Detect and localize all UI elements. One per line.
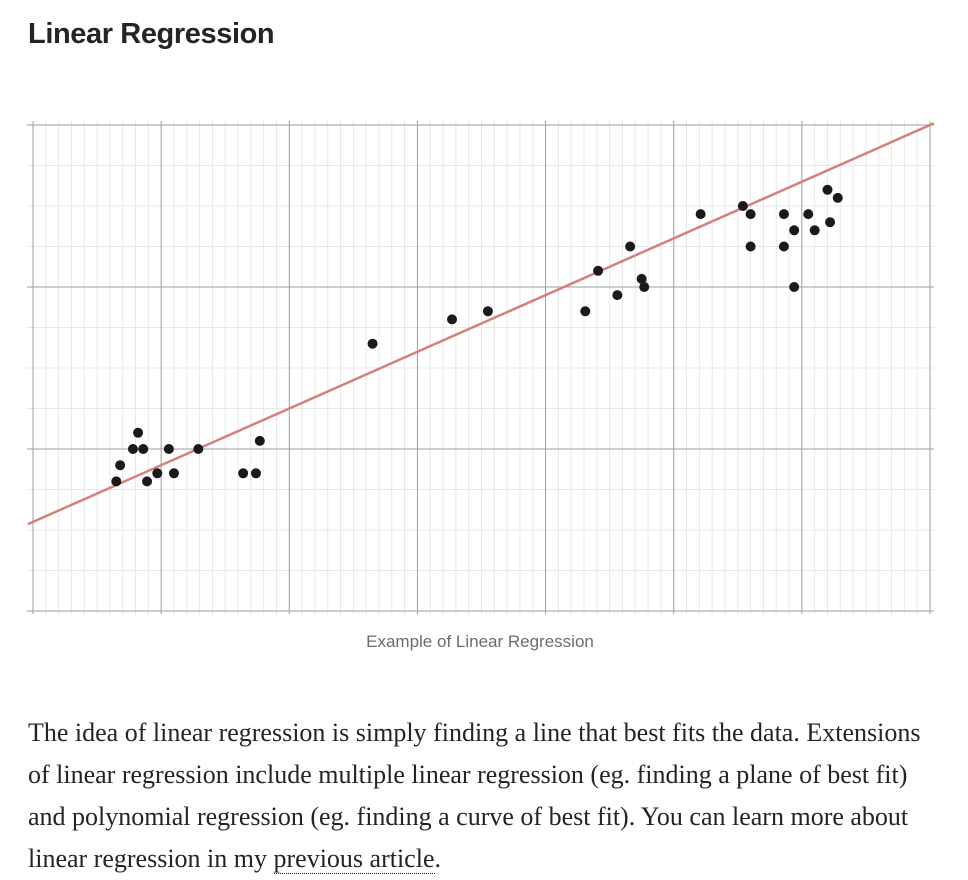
data-point — [778, 241, 789, 252]
data-point — [193, 444, 204, 454]
data-point — [115, 460, 126, 471]
data-points — [111, 184, 843, 487]
body-paragraph: The idea of linear regression is simply … — [28, 712, 948, 880]
figure-caption: Example of Linear Regression — [366, 632, 594, 651]
paragraph-end: . — [434, 844, 442, 873]
chart-grid — [27, 121, 934, 614]
data-point — [612, 290, 623, 301]
data-point — [778, 209, 789, 220]
data-point — [238, 468, 249, 479]
data-point — [809, 225, 820, 236]
data-point — [138, 444, 149, 454]
data-point — [789, 282, 800, 292]
data-point — [825, 217, 836, 228]
data-point — [745, 209, 756, 220]
data-point — [832, 192, 843, 203]
data-point — [152, 468, 163, 479]
data-point — [254, 435, 265, 446]
data-point — [367, 338, 378, 349]
data-point — [822, 184, 833, 195]
previous-article-link[interactable]: previous article — [273, 844, 435, 874]
linear-regression-figure — [0, 118, 968, 618]
data-point — [482, 306, 493, 317]
data-point — [127, 444, 138, 454]
data-point — [803, 209, 814, 220]
article-heading: Linear Regression — [28, 18, 275, 50]
data-point — [737, 201, 748, 211]
data-point — [695, 209, 706, 220]
data-point — [142, 476, 153, 487]
regression-line — [27, 122, 935, 526]
data-point — [745, 241, 756, 252]
data-point — [111, 476, 122, 487]
data-point — [447, 314, 458, 325]
data-point — [168, 468, 179, 479]
data-point — [593, 265, 604, 276]
scatter-chart — [27, 121, 935, 614]
data-point — [163, 444, 174, 454]
data-point — [133, 427, 144, 438]
data-point — [636, 273, 647, 284]
data-point — [639, 282, 650, 292]
paragraph-text: The idea of linear regression is simply … — [28, 718, 921, 873]
data-point — [789, 225, 800, 236]
data-point — [250, 468, 261, 479]
data-point — [625, 241, 636, 252]
data-point — [580, 306, 591, 317]
